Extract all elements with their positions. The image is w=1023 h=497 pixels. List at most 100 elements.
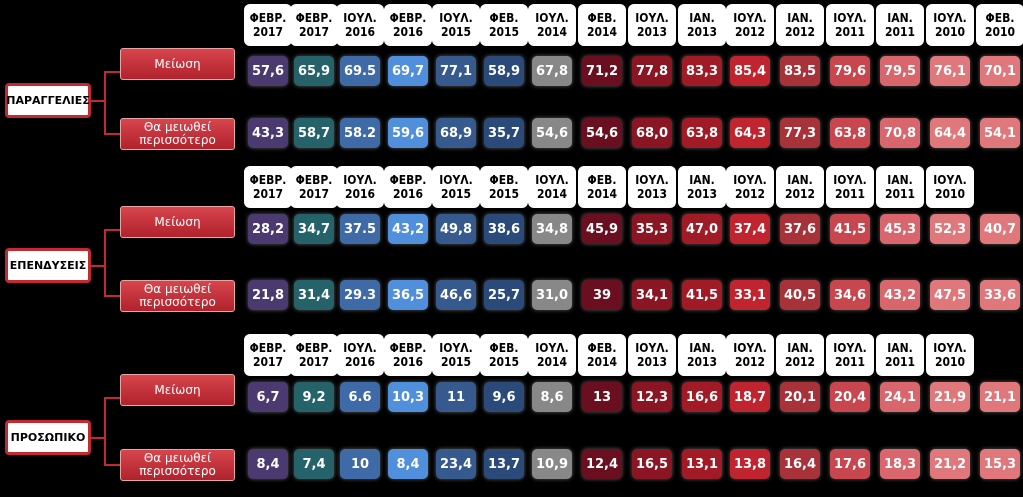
data-cell: 34,7 (294, 214, 334, 244)
data-cell: 20,4 (830, 382, 870, 412)
column-header: ΙΟΥΛ. 2015 (432, 166, 480, 208)
data-cell: 21,2 (930, 449, 970, 479)
column-header: ΦΕΒΡ. 2016 (384, 166, 432, 208)
column-header: ΙΟΥΛ. 2012 (726, 334, 774, 376)
connector-line (91, 437, 104, 439)
column-header: ΙΟΥΛ. 2013 (628, 166, 676, 208)
data-cell: 79,6 (830, 56, 870, 86)
column-header: ΙΟΥΛ. 2016 (336, 334, 384, 376)
row-label-further-decrease: Θα μειωθεί περισσότερο (120, 280, 235, 312)
column-header: ΙΑΝ. 2012 (776, 334, 824, 376)
data-cell: 49,8 (436, 214, 476, 244)
data-cell: 64,4 (930, 118, 970, 148)
data-cell: 21,9 (930, 382, 970, 412)
column-header: ΙΑΝ. 2013 (678, 4, 726, 46)
data-cell: 57,6 (248, 56, 288, 86)
data-cell: 18,7 (730, 382, 770, 412)
data-cell: 33,1 (730, 280, 770, 310)
data-cell: 6.6 (340, 382, 380, 412)
data-cell: 65,9 (294, 56, 334, 86)
column-header: ΦΕΒ. 2015 (480, 4, 528, 46)
column-header: ΙΟΥΛ. 2012 (726, 166, 774, 208)
data-cell: 52,3 (930, 214, 970, 244)
data-cell: 8,6 (532, 382, 572, 412)
data-cell: 83,3 (682, 56, 722, 86)
data-cell: 25,7 (484, 280, 524, 310)
data-cell: 23,4 (436, 449, 476, 479)
data-cell: 43,3 (248, 118, 288, 148)
data-cell: 70,8 (880, 118, 920, 148)
data-cell: 63,8 (682, 118, 722, 148)
data-cell: 69.5 (340, 56, 380, 86)
column-header: ΦΕΒ. 2015 (480, 334, 528, 376)
data-cell: 18,3 (880, 449, 920, 479)
data-cell: 21,1 (980, 382, 1020, 412)
column-header: ΙΑΝ. 2011 (876, 166, 924, 208)
data-cell: 16,5 (632, 449, 672, 479)
data-cell: 37.5 (340, 214, 380, 244)
connector-line (91, 265, 104, 267)
data-cell: 35,7 (484, 118, 524, 148)
row-label-decrease: Μείωση (120, 374, 235, 406)
data-cell: 8,4 (388, 449, 428, 479)
column-header: ΙΟΥΛ. 2012 (726, 4, 774, 46)
data-cell: 59,6 (388, 118, 428, 148)
data-cell: 11 (436, 382, 476, 412)
data-cell: 64,3 (730, 118, 770, 148)
data-cell: 16,4 (780, 449, 820, 479)
connector-line (104, 229, 106, 295)
column-header: ΙΑΝ. 2011 (876, 4, 924, 46)
data-cell: 10,9 (532, 449, 572, 479)
data-cell: 76,1 (930, 56, 970, 86)
data-cell: 67,8 (532, 56, 572, 86)
data-cell: 24,1 (880, 382, 920, 412)
data-cell: 58.2 (340, 118, 380, 148)
column-header: ΦΕΒΡ. 2017 (290, 4, 338, 46)
column-header: ΙΟΥΛ. 2010 (926, 334, 974, 376)
column-header: ΙΟΥΛ. 2014 (528, 334, 576, 376)
data-cell: 7,4 (294, 449, 334, 479)
row-label-decrease: Μείωση (120, 206, 235, 238)
connector-line (91, 100, 104, 102)
column-header: ΙΑΝ. 2013 (678, 334, 726, 376)
connector-line (104, 71, 106, 133)
section-label: ΠΡΟΣΩΠΙΚΟ (5, 420, 91, 455)
data-cell: 69,7 (388, 56, 428, 86)
column-header: ΙΟΥΛ. 2013 (628, 334, 676, 376)
data-cell: 10 (340, 449, 380, 479)
data-cell: 71,2 (582, 56, 622, 86)
column-header: ΙΟΥΛ. 2016 (336, 4, 384, 46)
column-header: ΙΟΥΛ. 2010 (926, 166, 974, 208)
data-cell: 29.3 (340, 280, 380, 310)
column-header: ΙΑΝ. 2013 (678, 166, 726, 208)
data-cell: 6,7 (248, 382, 288, 412)
data-cell: 47,0 (682, 214, 722, 244)
data-cell: 20,1 (780, 382, 820, 412)
connector-line (104, 464, 120, 466)
data-cell: 9,2 (294, 382, 334, 412)
data-cell: 70,1 (980, 56, 1020, 86)
data-cell: 47,5 (930, 280, 970, 310)
column-header: ΦΕΒ. 2014 (578, 166, 626, 208)
data-cell: 40,5 (780, 280, 820, 310)
data-cell: 45,3 (880, 214, 920, 244)
data-cell: 12,4 (582, 449, 622, 479)
column-header: ΦΕΒ. 2014 (578, 4, 626, 46)
column-header: ΙΟΥΛ. 2011 (826, 166, 874, 208)
column-header: ΦΕΒΡ. 2016 (384, 4, 432, 46)
data-cell: 21,8 (248, 280, 288, 310)
column-header: ΙΟΥΛ. 2015 (432, 4, 480, 46)
data-cell: 33,6 (980, 280, 1020, 310)
column-header: ΦΕΒΡ. 2017 (290, 166, 338, 208)
row-label-further-decrease: Θα μειωθεί περισσότερο (120, 118, 235, 150)
data-cell: 9,6 (484, 382, 524, 412)
data-cell: 58,9 (484, 56, 524, 86)
data-cell: 63,8 (830, 118, 870, 148)
column-header: ΦΕΒ. 2015 (480, 166, 528, 208)
data-cell: 13,8 (730, 449, 770, 479)
data-cell: 40,7 (980, 214, 1020, 244)
data-cell: 13,1 (682, 449, 722, 479)
data-cell: 85,4 (730, 56, 770, 86)
column-header: ΙΑΝ. 2012 (776, 4, 824, 46)
